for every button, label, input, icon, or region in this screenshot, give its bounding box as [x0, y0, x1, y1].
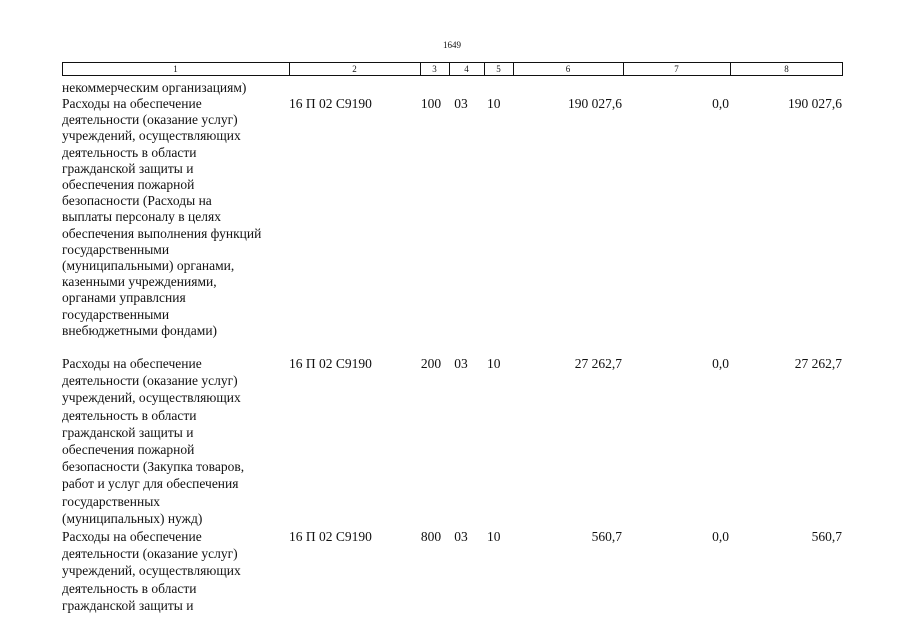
cell-c4: 03 [454, 529, 468, 544]
column-divider [289, 62, 290, 76]
cell-c6: 560,7 [591, 529, 622, 544]
description-line: учреждений, осуществляющих [62, 390, 241, 406]
description-line: некоммерческим организациям) [62, 80, 247, 95]
description-line: деятельности (оказание услуг) [62, 546, 238, 562]
description-line: (муниципальных) нужд) [62, 510, 203, 526]
column-divider [513, 62, 514, 76]
cell-c5: 10 [487, 529, 501, 544]
cell-c8: 27 262,7 [794, 356, 842, 371]
column-number: 7 [674, 64, 679, 74]
description-line: обеспечения выполнения функций [62, 225, 262, 241]
description-line: деятельности (оказание услуг) [62, 373, 238, 389]
cell-code: 16 П 02 С9190 [289, 96, 372, 111]
column-divider [484, 62, 485, 76]
description-line: государственных [62, 493, 161, 509]
cell-c3: 100 [420, 96, 442, 111]
description-line: государственными [62, 241, 170, 257]
description-line: внебюджетными фондами) [62, 322, 218, 338]
description-line: работ и услуг для обеспечения [62, 476, 239, 492]
description-line: обеспечения пожарной [62, 177, 195, 192]
cell-c3: 800 [420, 529, 442, 544]
description-line: учреждений, осуществляющих [62, 563, 241, 579]
description-line: гражданской защиты и [62, 160, 194, 176]
description-line: безопасности (Закупка товаров, [62, 459, 245, 475]
cell-c4: 03 [454, 356, 468, 371]
column-number: 3 [432, 64, 437, 74]
description-line: Расходы на обеспечение [62, 529, 202, 544]
column-number: 1 [173, 64, 178, 74]
page-number: 1649 [443, 40, 461, 50]
description-line: казенными учреждениями, [62, 274, 217, 290]
column-number: 6 [565, 64, 571, 74]
description-line: Расходы на обеспечение [62, 356, 202, 371]
column-divider [623, 62, 624, 76]
cell-c7: 0,0 [712, 529, 729, 544]
description-line: гражданской защиты и [62, 424, 194, 440]
cell-c3: 200 [420, 356, 442, 371]
description-line: деятельность в области [62, 407, 197, 423]
cell-c5: 10 [487, 96, 501, 111]
column-number: 2 [352, 64, 357, 74]
description-line: учреждений, осуществляющих [62, 128, 241, 144]
column-number: 5 [496, 64, 501, 74]
description-line: обеспечения пожарной [62, 442, 195, 457]
cell-c8: 190 027,6 [788, 96, 842, 111]
column-divider [449, 62, 450, 76]
description-line: деятельность в области [62, 580, 197, 596]
column-number: 4 [464, 64, 469, 74]
cell-code: 16 П 02 С9190 [289, 529, 372, 544]
cell-c4: 03 [454, 96, 468, 111]
cell-c8: 560,7 [811, 529, 842, 544]
description-line: (муниципальными) органами, [62, 258, 235, 273]
description-line: деятельности (оказание услуг) [62, 112, 238, 128]
cell-code: 16 П 02 С9190 [289, 356, 372, 371]
cell-c5: 10 [487, 356, 501, 371]
description-line: государственными [62, 306, 170, 322]
description-line: безопасности (Расходы на [62, 193, 212, 209]
cell-c6: 27 262,7 [574, 356, 622, 371]
description-line: выплаты персоналу в целях [62, 209, 221, 225]
cell-c7: 0,0 [712, 356, 729, 371]
column-number: 8 [784, 64, 789, 74]
column-divider [420, 62, 421, 76]
description-line: Расходы на обеспечение [62, 96, 202, 111]
description-line: гражданской защиты и [62, 597, 194, 613]
cell-c7: 0,0 [712, 96, 729, 111]
header-row [62, 62, 843, 76]
column-divider [730, 62, 731, 76]
description-line: органами управлсния [62, 290, 186, 306]
cell-c6: 190 027,6 [568, 96, 622, 111]
description-line: деятельность в области [62, 144, 197, 160]
